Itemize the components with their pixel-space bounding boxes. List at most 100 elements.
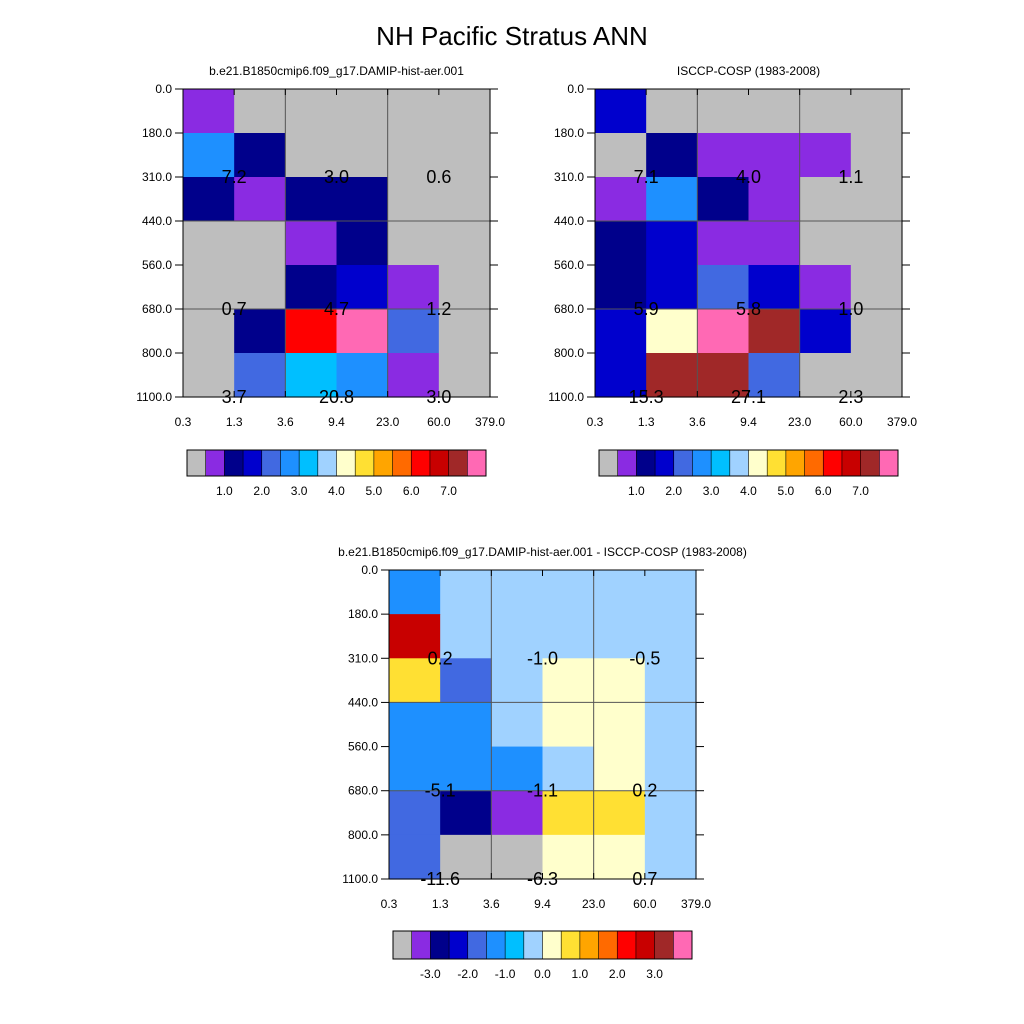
heatmap-cell <box>234 265 286 310</box>
colorbar-box <box>561 931 581 959</box>
heatmap-cell <box>387 353 440 398</box>
colorbar-box <box>748 450 768 476</box>
colorbar-box <box>205 450 225 476</box>
cell-value-label: 15.3 <box>629 387 664 407</box>
heatmap-cell <box>389 570 441 615</box>
colorbar-box <box>879 450 899 476</box>
heatmap-cell <box>438 89 491 134</box>
y-tick-label: 0.0 <box>155 82 172 96</box>
heatmap-cell <box>387 265 440 310</box>
heatmap-cell <box>440 746 492 792</box>
y-tick-label: 1100.0 <box>136 390 172 404</box>
heatmap-cell <box>183 221 235 266</box>
heatmap-cell <box>387 89 440 134</box>
heatmap-cell <box>646 353 698 398</box>
y-tick-label: 310.0 <box>142 170 172 184</box>
colorbar-label: 3.0 <box>646 967 663 981</box>
y-tick-label: 440.0 <box>348 695 378 709</box>
heatmap-cell <box>491 746 544 792</box>
x-tick-label: 0.3 <box>587 415 604 429</box>
cell-value-label: -1.0 <box>527 648 558 668</box>
colorbar-label: 3.0 <box>703 484 720 498</box>
colorbar-box <box>393 931 413 959</box>
y-tick-label: 180.0 <box>348 607 378 621</box>
panel-3: b.e21.B1850cmip6.f09_g17.DAMIP-hist-aer.… <box>338 545 747 981</box>
colorbar-box <box>448 450 468 476</box>
y-tick-label: 180.0 <box>142 126 172 140</box>
heatmap-cell <box>387 309 440 354</box>
y-tick-label: 680.0 <box>348 784 378 798</box>
x-tick-label: 3.6 <box>483 897 500 911</box>
heatmap-cell <box>644 834 697 880</box>
colorbar-label: 1.0 <box>216 484 233 498</box>
y-tick-label: 180.0 <box>554 126 584 140</box>
heatmap-cell <box>697 353 750 398</box>
y-tick-label: 800.0 <box>142 346 172 360</box>
heatmap-cell <box>646 265 698 310</box>
x-tick-label: 3.6 <box>689 415 706 429</box>
heatmap-cell <box>542 570 595 615</box>
cell-value-label: 1.0 <box>838 299 863 319</box>
heatmap-cell <box>646 309 698 354</box>
colorbar-box <box>579 931 599 959</box>
x-tick-label: 379.0 <box>681 897 711 911</box>
x-tick-label: 9.4 <box>740 415 757 429</box>
heatmap-cell <box>799 309 852 354</box>
heatmap-cell <box>542 614 595 659</box>
heatmap-cell <box>387 177 440 222</box>
heatmap-cell <box>748 309 801 354</box>
heatmap-cell <box>748 353 801 398</box>
heatmap-cell <box>850 353 903 398</box>
colorbar-box <box>692 450 712 476</box>
heatmap-cell <box>234 353 286 398</box>
cell-value-label: 0.7 <box>632 869 657 889</box>
panel-title: b.e21.B1850cmip6.f09_g17.DAMIP-hist-aer.… <box>209 64 464 78</box>
heatmap-cell <box>336 353 389 398</box>
colorbar-label: 7.0 <box>852 484 869 498</box>
heatmap-cell <box>336 177 389 222</box>
heatmap-cell <box>646 221 698 266</box>
colorbar-label: 2.0 <box>665 484 682 498</box>
x-tick-label: 60.0 <box>839 415 863 429</box>
heatmap-cell <box>593 614 646 659</box>
heatmap-cell <box>491 658 544 704</box>
y-tick-label: 680.0 <box>142 302 172 316</box>
colorbar-box <box>280 450 300 476</box>
y-tick-label: 1100.0 <box>548 390 584 404</box>
heatmap-cell <box>595 353 647 398</box>
x-tick-label: 1.3 <box>432 897 449 911</box>
heatmap-cell <box>336 265 389 310</box>
heatmap-cell <box>799 265 852 310</box>
colorbar-box <box>224 450 244 476</box>
heatmap-cell <box>336 133 389 178</box>
heatmap-cell <box>440 702 492 748</box>
heatmap-cell <box>593 702 646 748</box>
heatmap-cell <box>646 133 698 178</box>
colorbar-box <box>243 450 263 476</box>
heatmap-cell <box>850 309 903 354</box>
heatmap-cell <box>440 834 492 880</box>
y-tick-label: 0.0 <box>361 563 378 577</box>
colorbar-label: 2.0 <box>609 967 626 981</box>
heatmap-cell <box>850 89 903 134</box>
colorbar-box <box>841 450 862 476</box>
cell-value-label: 27.1 <box>731 387 766 407</box>
x-tick-label: 0.3 <box>381 897 398 911</box>
colorbar-box <box>617 450 637 476</box>
cell-value-label: 0.2 <box>632 781 657 801</box>
cell-value-label: 4.0 <box>736 167 761 187</box>
cell-value-label: 2.3 <box>838 387 863 407</box>
cell-value-label: 20.8 <box>319 387 354 407</box>
cell-value-label: 4.7 <box>324 299 349 319</box>
heatmap-cell <box>542 834 595 880</box>
colorbar-label: 5.0 <box>366 484 383 498</box>
heatmap-cell <box>748 221 801 266</box>
panel-1: b.e21.B1850cmip6.f09_g17.DAMIP-hist-aer.… <box>136 64 505 498</box>
heatmap-cell <box>336 89 389 134</box>
heatmap-cell <box>234 133 286 178</box>
x-tick-label: 3.6 <box>277 415 294 429</box>
heatmap-cell <box>799 221 852 266</box>
colorbar-label: -3.0 <box>420 967 441 981</box>
x-tick-label: 1.3 <box>638 415 655 429</box>
heatmap-cell <box>697 133 750 178</box>
